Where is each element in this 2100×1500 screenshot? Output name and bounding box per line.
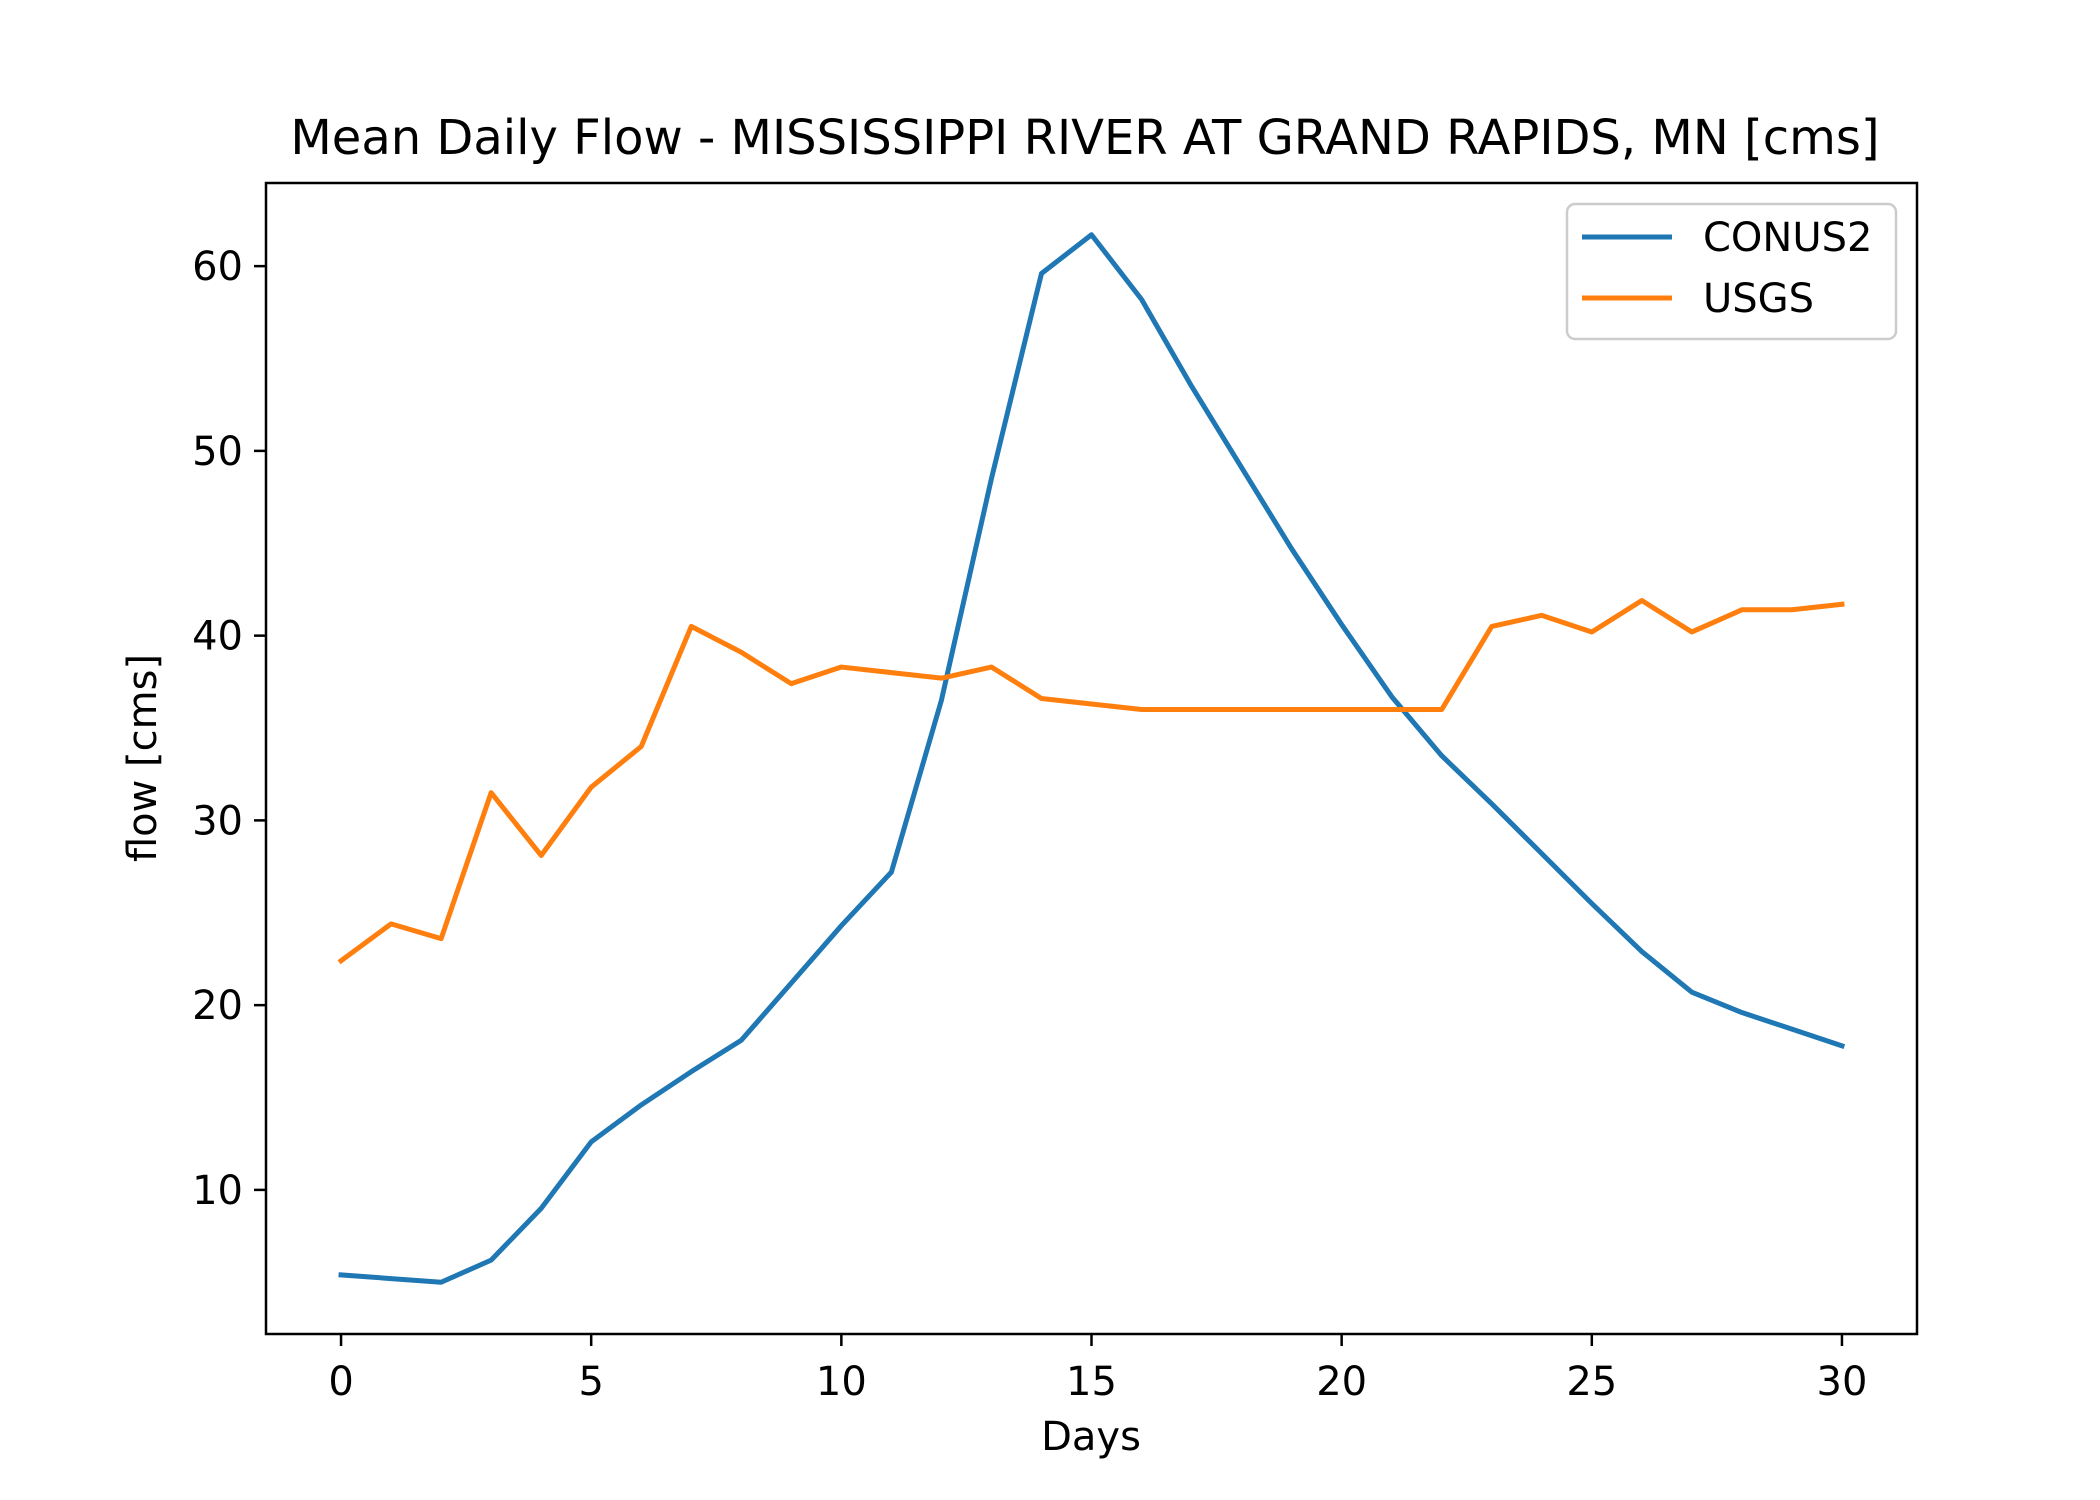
data-point-usgs-15	[1091, 704, 1092, 705]
data-point-conus2-4	[541, 1208, 542, 1209]
data-point-usgs-16	[1141, 709, 1142, 710]
data-point-usgs-20	[1341, 709, 1342, 710]
data-point-conus2-30	[1841, 1045, 1842, 1046]
data-point-conus2-2	[441, 1282, 442, 1283]
data-point-conus2-8	[741, 1040, 742, 1041]
series-line-conus2	[338, 232, 1846, 1285]
data-point-conus2-18	[1241, 467, 1242, 468]
data-point-usgs-0	[341, 960, 342, 961]
data-point-conus2-1	[391, 1278, 392, 1279]
data-point-conus2-7	[691, 1071, 692, 1072]
data-point-usgs-17	[1191, 709, 1192, 710]
legend-label-usgs: USGS	[1703, 276, 1814, 322]
data-point-usgs-30	[1841, 604, 1842, 605]
data-point-conus2-29	[1791, 1029, 1792, 1030]
data-point-usgs-28	[1741, 609, 1742, 610]
y-tick-label: 20	[192, 983, 243, 1029]
data-point-conus2-13	[991, 478, 992, 479]
y-tick-label: 50	[192, 429, 243, 475]
data-point-usgs-26	[1641, 600, 1642, 601]
y-axis-label: flow [cms]	[120, 654, 166, 862]
data-point-conus2-9	[791, 982, 792, 983]
data-point-conus2-24	[1541, 853, 1542, 854]
data-point-conus2-16	[1141, 299, 1142, 300]
data-point-conus2-5	[591, 1141, 592, 1142]
data-point-usgs-1	[391, 923, 392, 924]
series-line-usgs	[337, 598, 1845, 965]
data-point-conus2-22	[1441, 755, 1442, 756]
data-point-usgs-2	[441, 938, 442, 939]
axis-ticks: 0 5 10 15 20 25 30 10 20 30 40 50 60	[192, 244, 1867, 1405]
y-tick-label: 10	[192, 1168, 243, 1214]
data-point-conus2-20	[1341, 624, 1342, 625]
data-point-usgs-14	[1041, 698, 1042, 699]
data-point-conus2-12	[941, 700, 942, 701]
data-point-usgs-13	[991, 667, 992, 668]
data-point-conus2-6	[641, 1104, 642, 1105]
legend: CONUS2 USGS	[1565, 202, 1898, 341]
data-point-conus2-23	[1491, 803, 1492, 804]
data-point-conus2-14	[1041, 273, 1042, 274]
data-point-usgs-9	[791, 683, 792, 684]
chart-title: Mean Daily Flow - MISSISSIPPI RIVER AT G…	[290, 110, 1879, 166]
data-point-usgs-23	[1491, 626, 1492, 627]
legend-label-conus2: CONUS2	[1703, 215, 1872, 261]
data-point-conus2-10	[841, 925, 842, 926]
data-point-usgs-18	[1241, 709, 1242, 710]
y-tick-label: 30	[192, 798, 243, 844]
x-tick-label: 10	[816, 1359, 867, 1405]
data-point-usgs-29	[1791, 609, 1792, 610]
data-point-usgs-7	[691, 626, 692, 627]
data-point-conus2-21	[1391, 696, 1392, 697]
x-tick-label: 5	[578, 1359, 603, 1405]
data-point-usgs-22	[1441, 709, 1442, 710]
x-tick-label: 0	[328, 1359, 353, 1405]
data-point-usgs-21	[1391, 709, 1392, 710]
data-point-usgs-5	[591, 787, 592, 788]
x-axis-label: Days	[1041, 1414, 1141, 1460]
data-point-conus2-0	[341, 1274, 342, 1275]
data-point-usgs-8	[741, 652, 742, 653]
data-point-usgs-19	[1291, 709, 1292, 710]
data-point-conus2-27	[1691, 992, 1692, 993]
plot-area	[337, 232, 1846, 1285]
data-point-conus2-19	[1291, 548, 1292, 549]
data-point-usgs-3	[491, 792, 492, 793]
y-tick-label: 60	[192, 244, 243, 290]
x-tick-label: 15	[1066, 1359, 1117, 1405]
data-point-conus2-28	[1741, 1012, 1742, 1013]
data-point-conus2-11	[891, 872, 892, 873]
data-point-conus2-3	[491, 1260, 492, 1261]
data-point-usgs-4	[541, 855, 542, 856]
x-tick-label: 25	[1566, 1359, 1617, 1405]
data-point-conus2-26	[1641, 951, 1642, 952]
data-point-usgs-10	[841, 667, 842, 668]
data-point-usgs-25	[1591, 631, 1592, 632]
y-tick-label: 40	[192, 614, 243, 660]
data-point-usgs-12	[941, 678, 942, 679]
data-point-usgs-6	[641, 746, 642, 747]
data-point-usgs-27	[1691, 631, 1692, 632]
x-tick-label: 20	[1316, 1359, 1367, 1405]
data-point-conus2-17	[1191, 386, 1192, 387]
x-tick-label: 30	[1817, 1359, 1868, 1405]
data-point-usgs-24	[1541, 615, 1542, 616]
data-point-usgs-11	[891, 672, 892, 673]
data-point-conus2-25	[1591, 903, 1592, 904]
data-point-conus2-15	[1091, 234, 1092, 235]
